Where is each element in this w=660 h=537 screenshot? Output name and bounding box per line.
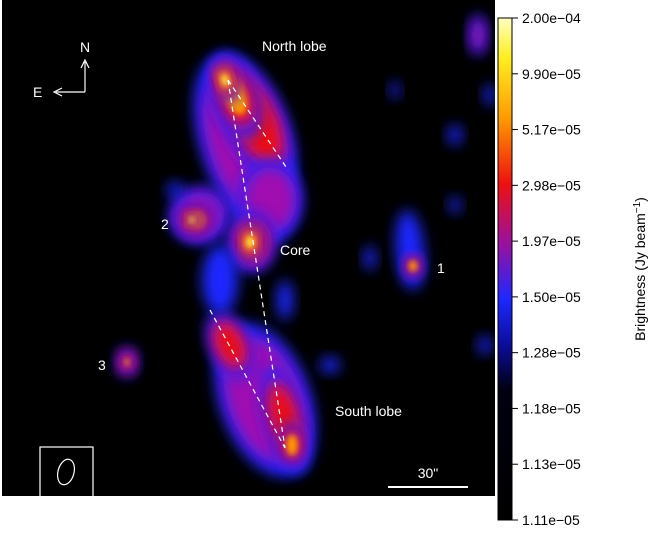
colorbar-ticks: 2.00e−04 9.90e−05 5.17e−05 2.98e−05 1.97e−05… — [512, 10, 581, 528]
colorbar-tick-label: 1.97e−05 — [522, 233, 581, 249]
colorbar-tick-label: 2.00e−04 — [522, 10, 581, 26]
emission — [189, 217, 194, 222]
emission — [286, 435, 297, 455]
scale-bar-label: 30" — [418, 465, 439, 481]
compass-east: E — [33, 84, 42, 100]
emission — [320, 357, 340, 373]
colorbar — [498, 18, 512, 520]
colorbar-tick-label: 1.13e−05 — [522, 456, 581, 472]
compass-north: N — [80, 39, 90, 55]
label: 1 — [437, 260, 445, 276]
label: North lobe — [262, 38, 327, 54]
label: Core — [280, 242, 311, 258]
emission — [484, 85, 496, 105]
emission — [364, 246, 376, 270]
colorbar-tick-label: 1.11e−05 — [522, 512, 580, 528]
emission — [409, 260, 417, 271]
colorbar-label-sup: −1 — [632, 201, 643, 213]
emission — [167, 182, 183, 198]
emission — [277, 280, 293, 320]
colorbar-tick-label: 2.98e−05 — [522, 177, 581, 193]
emission — [478, 336, 492, 354]
emission — [390, 82, 400, 98]
colorbar-label-end: ) — [632, 197, 648, 202]
figure: N E North lobe Core South lobe 1 2 3 30"… — [0, 0, 660, 532]
emission — [471, 19, 484, 52]
emission — [125, 359, 130, 365]
label: 3 — [98, 357, 106, 373]
colorbar-tick-label: 1.28e−05 — [522, 345, 581, 361]
emission — [449, 197, 461, 213]
emission — [202, 245, 238, 315]
label: South lobe — [335, 403, 402, 419]
colorbar-tick-label: 9.90e−05 — [522, 66, 581, 82]
colorbar-tick-label: 5.17e−05 — [522, 122, 581, 138]
colorbar-tick-label: 1.18e−05 — [522, 400, 581, 416]
emission — [448, 125, 462, 145]
colorbar-label: Brightness (Jy beam−1) — [632, 197, 648, 341]
label: 2 — [161, 216, 169, 232]
colorbar-tick-label: 1.50e−05 — [522, 289, 581, 305]
colorbar-label-text: Brightness (Jy beam — [632, 213, 648, 341]
